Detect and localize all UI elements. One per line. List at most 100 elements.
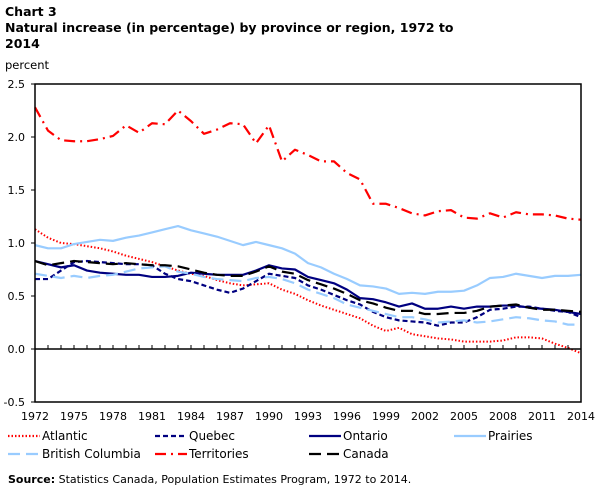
data-point: [281, 278, 283, 280]
data-point: [164, 123, 166, 125]
data-point: [567, 275, 569, 277]
data-point: [411, 316, 413, 318]
data-point: [424, 214, 426, 216]
legend-item-atlantic: Atlantic: [8, 429, 88, 443]
data-point: [385, 330, 387, 332]
data-point: [515, 273, 517, 275]
legend-item-quebec: Quebec: [155, 429, 235, 443]
data-point: [515, 211, 517, 213]
data-point: [463, 217, 465, 219]
data-point: [398, 293, 400, 295]
data-point: [281, 271, 283, 273]
data-point: [372, 203, 374, 205]
data-point: [216, 129, 218, 131]
data-point: [294, 273, 296, 275]
data-point: [502, 308, 504, 310]
data-point: [164, 276, 166, 278]
data-point: [164, 273, 166, 275]
data-point: [60, 270, 62, 272]
data-point: [73, 275, 75, 277]
data-point: [125, 262, 127, 264]
data-point: [60, 242, 62, 244]
data-point: [502, 217, 504, 219]
data-point: [320, 289, 322, 291]
data-point: [190, 269, 192, 271]
data-point: [515, 316, 517, 318]
data-point: [437, 291, 439, 293]
data-point: [541, 213, 543, 215]
data-point: [112, 274, 114, 276]
data-point: [398, 316, 400, 318]
data-point: [450, 312, 452, 314]
data-point: [424, 322, 426, 324]
data-point: [86, 245, 88, 247]
data-point: [177, 225, 179, 227]
data-point: [86, 270, 88, 272]
legend-label: Territories: [188, 447, 249, 461]
legend-item-british-columbia: British Columbia: [8, 447, 141, 461]
data-point: [255, 142, 257, 144]
data-point: [138, 235, 140, 237]
data-point: [437, 313, 439, 315]
data-point: [73, 243, 75, 245]
x-tick-label: 1975: [60, 410, 88, 423]
data-point: [385, 288, 387, 290]
x-tick-label: 2008: [489, 410, 517, 423]
data-point: [372, 310, 374, 312]
data-point: [229, 275, 231, 277]
data-point: [294, 253, 296, 255]
data-point: [203, 133, 205, 135]
data-point: [125, 124, 127, 126]
data-point: [320, 293, 322, 295]
data-point: [567, 324, 569, 326]
data-point: [86, 277, 88, 279]
series-line-atlantic: [34, 228, 582, 355]
data-point: [242, 275, 244, 277]
series-line-british-columbia: [34, 265, 581, 326]
data-point: [268, 282, 270, 284]
data-point: [385, 307, 387, 309]
data-point: [359, 317, 361, 319]
series-points-atlantic: [34, 228, 582, 354]
data-point: [73, 260, 75, 262]
data-point: [86, 261, 88, 263]
data-point: [424, 335, 426, 337]
data-point: [281, 275, 283, 277]
data-point: [203, 284, 205, 286]
legend-item-ontario: Ontario: [309, 429, 388, 443]
data-point: [268, 244, 270, 246]
data-point: [47, 247, 49, 249]
legend-label: Atlantic: [42, 429, 88, 443]
data-point: [476, 284, 478, 286]
data-point: [151, 264, 153, 266]
data-point: [229, 122, 231, 124]
data-point: [138, 263, 140, 265]
data-point: [411, 292, 413, 294]
data-point: [346, 303, 348, 305]
data-point: [242, 244, 244, 246]
data-point: [216, 278, 218, 280]
data-point: [398, 327, 400, 329]
data-point: [476, 218, 478, 220]
legend-label: Canada: [343, 447, 389, 461]
data-point: [489, 309, 491, 311]
data-point: [541, 277, 543, 279]
data-point: [450, 320, 452, 322]
data-point: [47, 130, 49, 132]
data-point: [489, 277, 491, 279]
data-point: [177, 271, 179, 273]
data-point: [541, 309, 543, 311]
data-point: [450, 291, 452, 293]
data-point: [424, 293, 426, 295]
data-point: [125, 271, 127, 273]
data-point: [385, 313, 387, 315]
y-axis-unit-label: percent: [5, 58, 50, 72]
data-point: [385, 203, 387, 205]
data-point: [281, 267, 283, 269]
data-point: [60, 247, 62, 249]
data-point: [333, 297, 335, 299]
data-point: [333, 309, 335, 311]
data-point: [294, 277, 296, 279]
x-tick-label: 1981: [138, 410, 166, 423]
data-point: [411, 333, 413, 335]
